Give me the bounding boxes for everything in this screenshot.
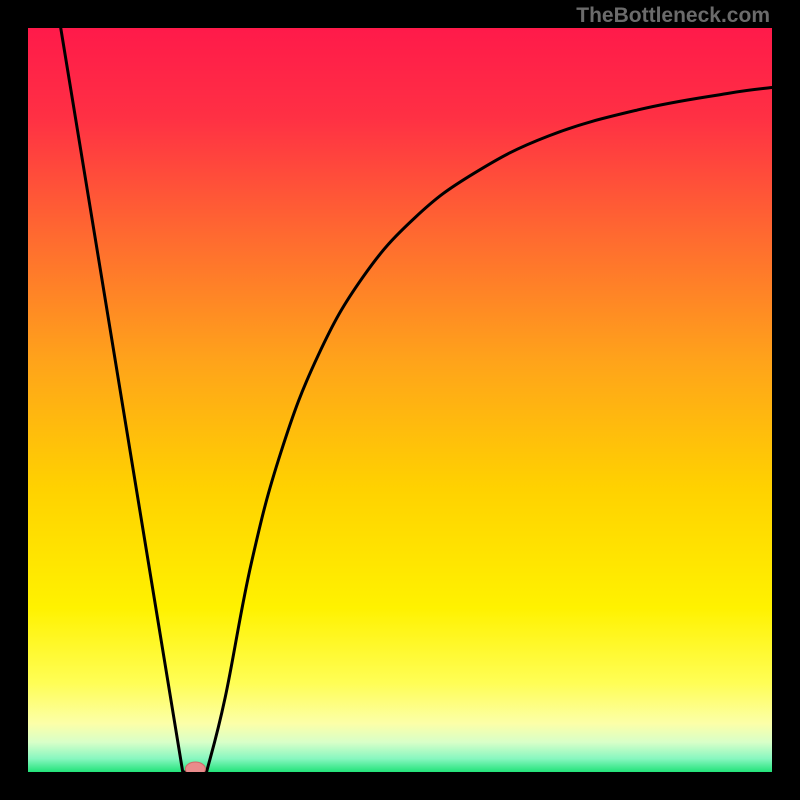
optimum-marker — [185, 762, 205, 772]
watermark-text: TheBottleneck.com — [576, 4, 770, 28]
chart-frame: TheBottleneck.com — [0, 0, 800, 800]
plot-area — [28, 28, 772, 772]
gradient-background — [28, 28, 772, 772]
plot-svg — [28, 28, 772, 772]
